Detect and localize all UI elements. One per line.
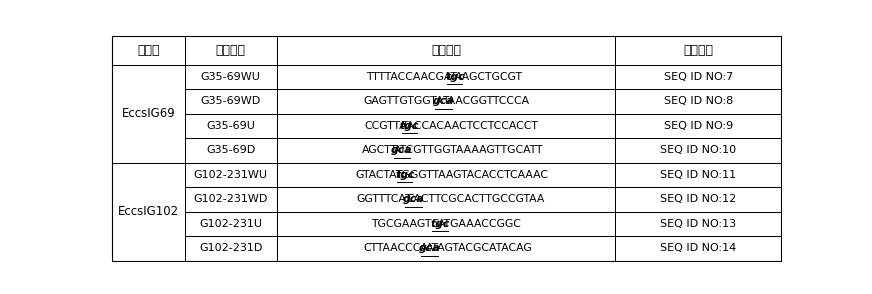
- Bar: [112, 65, 185, 163]
- Text: EccsIG102: EccsIG102: [118, 205, 179, 218]
- Text: 序列编号: 序列编号: [683, 44, 713, 57]
- Bar: [185, 65, 277, 89]
- Text: SEQ ID NO:8: SEQ ID NO:8: [664, 96, 732, 106]
- Bar: [615, 163, 781, 187]
- Text: SEQ ID NO:13: SEQ ID NO:13: [660, 219, 736, 229]
- Text: gca: gca: [392, 145, 412, 155]
- Bar: [277, 113, 615, 138]
- Bar: [185, 236, 277, 260]
- Text: gca: gca: [403, 194, 425, 204]
- Bar: [185, 163, 277, 187]
- Bar: [185, 138, 277, 163]
- Bar: [277, 212, 615, 236]
- Bar: [615, 187, 781, 212]
- Text: AGCTT: AGCTT: [362, 145, 398, 155]
- Bar: [277, 36, 615, 65]
- Text: SEQ ID NO:7: SEQ ID NO:7: [664, 72, 732, 82]
- Bar: [277, 187, 615, 212]
- Text: 引物序列: 引物序列: [431, 44, 461, 57]
- Text: gca: gca: [433, 96, 454, 106]
- Bar: [277, 163, 615, 187]
- Bar: [185, 212, 277, 236]
- Bar: [185, 187, 277, 212]
- Bar: [185, 113, 277, 138]
- Text: G102-231WD: G102-231WD: [194, 194, 268, 204]
- Text: G102-231WU: G102-231WU: [194, 170, 268, 180]
- Text: SEQ ID NO:9: SEQ ID NO:9: [664, 121, 732, 131]
- Text: SEQ ID NO:12: SEQ ID NO:12: [660, 194, 736, 204]
- Text: G35-69WU: G35-69WU: [201, 72, 261, 82]
- Text: TTTTACCAACGAT: TTTTACCAACGAT: [366, 72, 458, 82]
- Bar: [615, 212, 781, 236]
- Text: GAGTTGTGGTA: GAGTTGTGGTA: [364, 96, 444, 106]
- Text: SEQ ID NO:11: SEQ ID NO:11: [660, 170, 736, 180]
- Text: TAACGGTTCCCA: TAACGGTTCCCA: [442, 96, 529, 106]
- Text: tgc: tgc: [430, 219, 450, 229]
- Text: G35-69D: G35-69D: [206, 145, 255, 155]
- Text: 引物名称: 引物名称: [215, 44, 246, 57]
- Text: AAGCTGCGT: AAGCTGCGT: [454, 72, 522, 82]
- Text: TACCACAACTCCTCCACCT: TACCACAACTCCTCCACCT: [401, 121, 538, 131]
- Bar: [185, 89, 277, 113]
- Bar: [615, 65, 781, 89]
- Bar: [615, 236, 781, 260]
- Bar: [277, 236, 615, 260]
- Bar: [277, 89, 615, 113]
- Text: GTACTAT: GTACTAT: [356, 170, 403, 180]
- Bar: [615, 36, 781, 65]
- Text: G102-231D: G102-231D: [199, 243, 262, 253]
- Text: 突变体: 突变体: [137, 44, 160, 57]
- Text: ATGAAACCGGC: ATGAAACCGGC: [438, 219, 522, 229]
- Text: GGTTTCAT: GGTTTCAT: [356, 194, 412, 204]
- Bar: [112, 163, 185, 260]
- Text: EccsIG69: EccsIG69: [121, 107, 175, 120]
- Text: G102-231U: G102-231U: [200, 219, 262, 229]
- Text: G35-69WD: G35-69WD: [201, 96, 261, 106]
- Text: CCGTTA: CCGTTA: [364, 121, 406, 131]
- Bar: [615, 138, 781, 163]
- Text: ATCGTTGGTAAAAGTTGCATT: ATCGTTGGTAAAAGTTGCATT: [393, 145, 543, 155]
- Text: tgc: tgc: [395, 170, 415, 180]
- Text: tgc: tgc: [399, 121, 419, 131]
- Bar: [277, 65, 615, 89]
- Text: TGCGAAGTG: TGCGAAGTG: [371, 219, 440, 229]
- Text: SEQ ID NO:10: SEQ ID NO:10: [660, 145, 736, 155]
- Text: TGGGTTAAGTACACCTCAAAC: TGGGTTAAGTACACCTCAAAC: [395, 170, 548, 180]
- Text: tgc: tgc: [445, 72, 465, 82]
- Text: gca: gca: [419, 243, 440, 253]
- Bar: [185, 36, 277, 65]
- Text: ATAGTACGCATACAG: ATAGTACGCATACAG: [426, 243, 533, 253]
- Text: SEQ ID NO:14: SEQ ID NO:14: [660, 243, 736, 253]
- Text: G35-69U: G35-69U: [207, 121, 255, 131]
- Bar: [615, 89, 781, 113]
- Bar: [277, 138, 615, 163]
- Bar: [112, 36, 185, 65]
- Bar: [615, 113, 781, 138]
- Text: CACTTCGCACTTGCCGTAA: CACTTCGCACTTGCCGTAA: [406, 194, 545, 204]
- Text: CTTAACCCA: CTTAACCCA: [364, 243, 429, 253]
